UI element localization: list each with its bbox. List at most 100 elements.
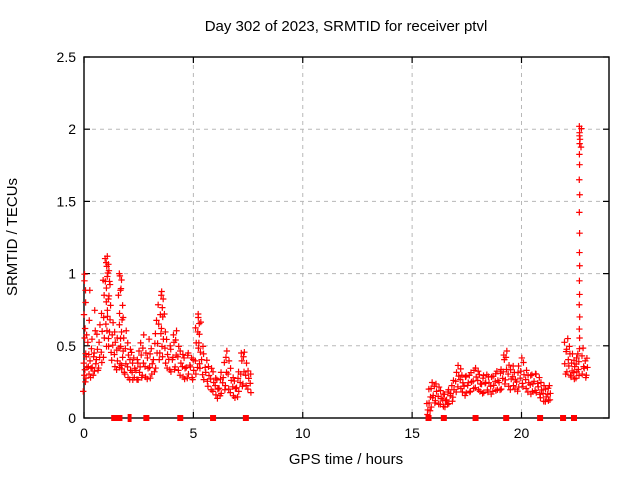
y-tick-label: 0	[68, 410, 76, 426]
scatter-point	[145, 335, 153, 343]
scatter-point	[81, 277, 88, 285]
scatter-point	[539, 390, 547, 397]
scatter-point	[213, 376, 221, 384]
scatter-point	[235, 388, 242, 395]
scatter-point	[241, 348, 248, 356]
scatter-point	[243, 359, 250, 367]
scatter-point	[80, 388, 87, 395]
scatter-point	[134, 359, 142, 367]
scatter-point	[575, 366, 582, 373]
scatter-point	[177, 347, 184, 355]
scatter-point	[583, 354, 591, 362]
scatter-point	[459, 379, 467, 386]
scatter-point	[144, 365, 152, 372]
scatter-point	[225, 385, 232, 393]
scatter-point	[200, 376, 207, 383]
scatter-point	[107, 349, 115, 356]
scatter-point	[116, 310, 123, 317]
scatter-point	[85, 370, 93, 378]
x-tick-label: 15	[404, 425, 420, 441]
scatter-point	[181, 365, 189, 372]
scatter-point	[187, 363, 194, 371]
scatter-point	[221, 359, 228, 366]
scatter-point	[154, 340, 161, 347]
scatter-point	[510, 382, 517, 389]
scatter-point	[563, 346, 570, 353]
scatter-point	[233, 384, 240, 391]
scatter-point	[240, 368, 248, 375]
scatter-point	[239, 380, 247, 388]
scatter-point	[527, 372, 534, 379]
scatter-point	[537, 379, 545, 386]
scatter-point	[217, 369, 225, 376]
scatter-point	[584, 364, 591, 371]
scatter-point	[175, 343, 182, 350]
scatter-point	[102, 320, 110, 328]
scatter-point	[459, 388, 466, 396]
scatter-point	[195, 314, 202, 321]
scatter-point	[158, 325, 165, 332]
scatter-point	[513, 378, 520, 386]
scatter-point	[192, 357, 199, 365]
scatter-point	[81, 325, 89, 332]
tick-labels: 0 5 10 15 20 0 0.5 1 1.5 2 2.5	[57, 49, 530, 441]
scatter-point	[175, 367, 182, 374]
scatter-point	[499, 375, 506, 382]
scatter-point	[92, 327, 99, 334]
scatter-point	[84, 339, 92, 346]
scatter-point	[106, 281, 114, 288]
scatter-point	[577, 143, 585, 151]
scatter-point	[144, 375, 151, 383]
scatter-point	[140, 359, 147, 367]
scatter-point	[232, 385, 239, 392]
scatter-point	[152, 364, 159, 372]
zero-marker	[560, 415, 567, 421]
scatter-point	[93, 331, 101, 338]
scatter-point	[159, 295, 167, 303]
scatter-point	[234, 375, 242, 382]
scatter-point	[224, 370, 232, 378]
scatter-point	[514, 387, 521, 395]
scatter-point	[507, 366, 514, 373]
scatter-point	[137, 339, 144, 347]
y-tick-label: 1.5	[57, 193, 77, 209]
scatter-point	[177, 359, 185, 367]
scatter-point	[185, 370, 192, 378]
scatter-point	[83, 331, 90, 339]
scatter-point	[190, 367, 197, 374]
scatter-point	[426, 407, 434, 414]
scatter-point	[457, 365, 464, 373]
scatter-point	[578, 125, 585, 132]
scatter-point	[208, 365, 215, 372]
zero-marker	[440, 415, 447, 421]
scatter-point	[124, 363, 131, 371]
scatter-point	[502, 376, 509, 384]
scatter-point	[428, 379, 436, 386]
scatter-point	[546, 396, 554, 404]
scatter-point	[156, 349, 163, 357]
scatter-point	[154, 301, 162, 308]
scatter-point	[505, 361, 513, 369]
scatter-point	[462, 372, 470, 380]
scatter-point	[448, 382, 456, 389]
scatter-point	[517, 367, 524, 375]
scatter-point	[452, 378, 459, 385]
scatter-point	[441, 391, 448, 398]
scatter-point	[574, 350, 582, 358]
scatter-point	[247, 389, 255, 396]
scatter-point	[132, 367, 140, 374]
scatter-point	[179, 351, 187, 358]
scatter-point	[453, 369, 460, 376]
scatter-point	[500, 368, 507, 375]
scatter-point	[579, 344, 587, 352]
scatter-point	[98, 359, 106, 366]
scatter-point	[86, 317, 93, 324]
scatter-point	[530, 378, 538, 385]
scatter-point	[158, 288, 165, 295]
scatter-point	[432, 380, 440, 388]
scatter-point	[583, 372, 590, 379]
y-tick-label: 0.5	[57, 338, 77, 354]
scatter-point	[100, 314, 107, 321]
scatter-point	[204, 383, 212, 390]
